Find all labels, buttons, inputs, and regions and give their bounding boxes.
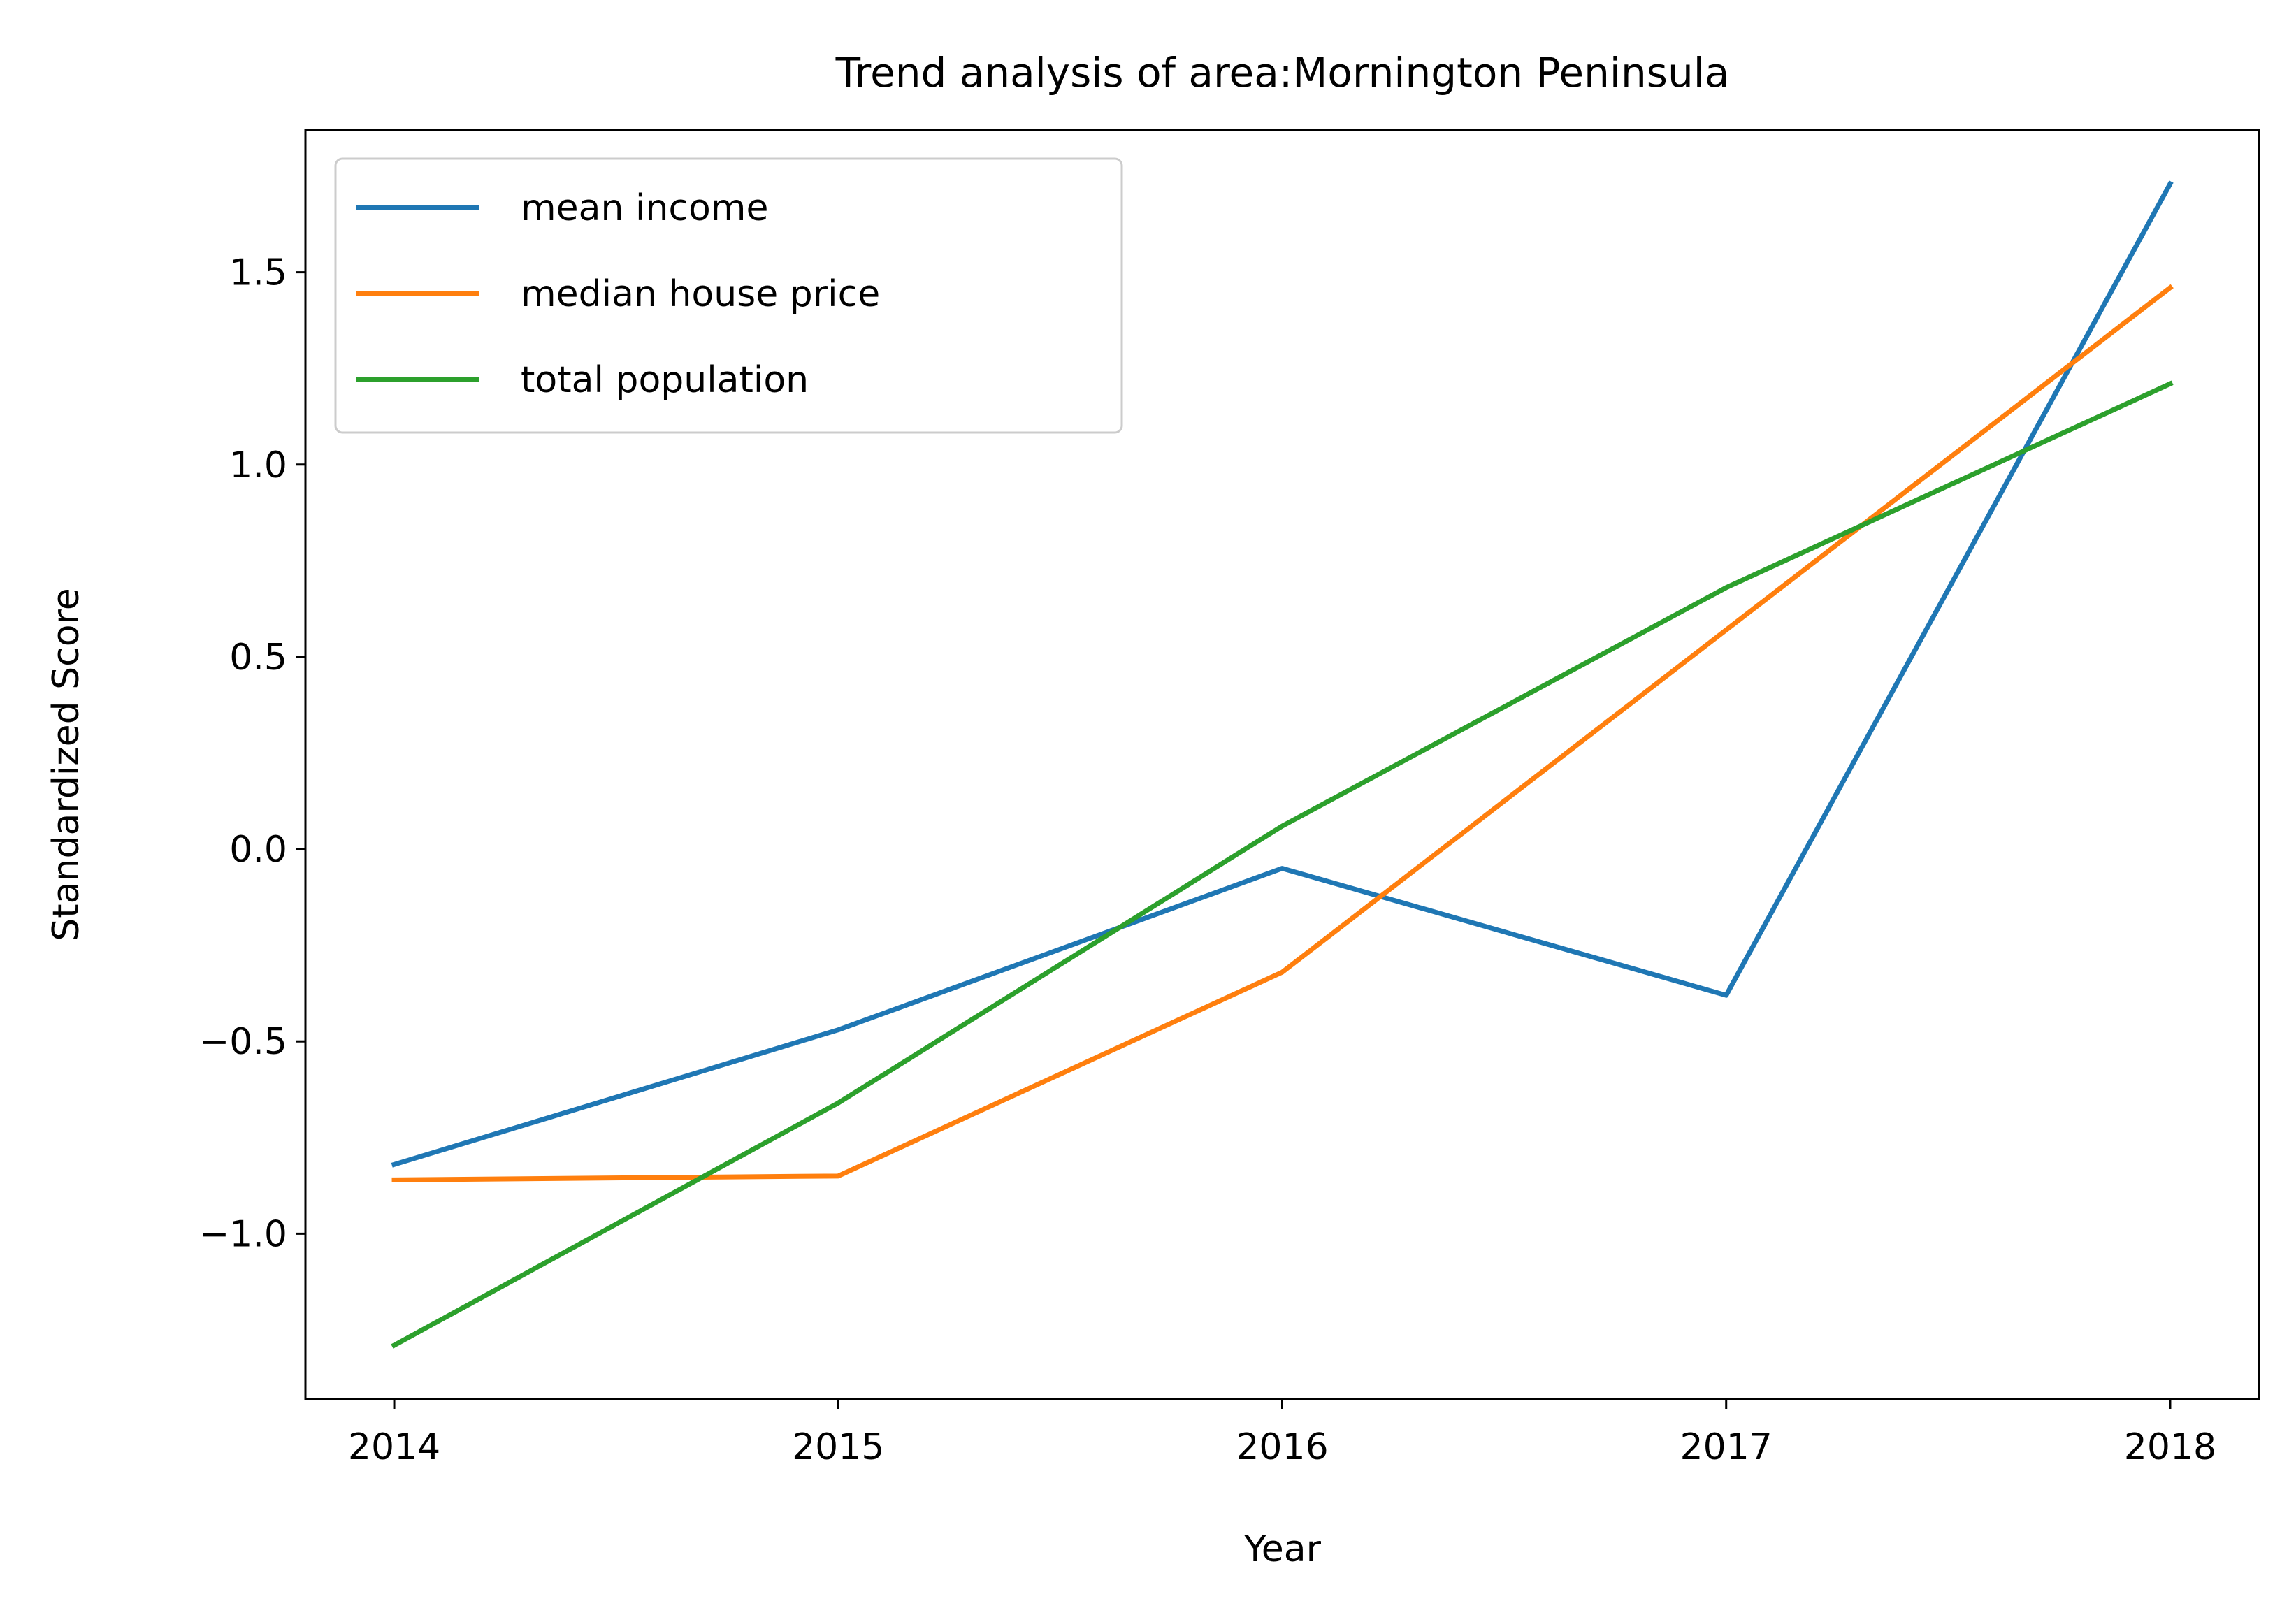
y-tick-label: −0.5 — [199, 1021, 287, 1063]
series-line-mean-income — [391, 180, 2174, 1168]
x-axis-label: Year — [1243, 1528, 1322, 1570]
series-line-median-house-price — [391, 284, 2174, 1182]
y-tick-label: 1.0 — [229, 444, 287, 486]
legend-box — [334, 157, 1123, 434]
legend: mean income median house price total popul… — [334, 157, 1123, 434]
y-axis-label: Standardized Score — [45, 588, 87, 941]
chart-title: Trend analysis of area:Mornington Penins… — [835, 49, 1730, 96]
x-tick-label: 2018 — [2124, 1426, 2216, 1468]
series-line-total-population — [391, 380, 2174, 1349]
x-tick-label: 2017 — [1680, 1426, 1772, 1468]
y-axis-ticks: −1.0 −0.5 0.0 0.5 1.0 1.5 — [199, 252, 305, 1255]
y-tick-label: 0.0 — [229, 829, 287, 871]
legend-label: total population — [521, 359, 809, 401]
series-lines — [391, 180, 2174, 1349]
y-tick-label: −1.0 — [199, 1213, 287, 1255]
plot-area-frame — [304, 129, 2260, 1400]
y-tick-label: 0.5 — [229, 637, 287, 679]
legend-label: mean income — [521, 187, 768, 229]
legend-label: median house price — [521, 273, 880, 315]
legend-items: mean income median house price total popul… — [356, 187, 880, 401]
x-tick-label: 2014 — [348, 1426, 440, 1468]
x-tick-label: 2016 — [1236, 1426, 1328, 1468]
x-axis-ticks: 2014 2015 2016 2017 2018 — [348, 1399, 2216, 1468]
x-tick-label: 2015 — [792, 1426, 884, 1468]
y-tick-label: 1.5 — [229, 252, 287, 294]
